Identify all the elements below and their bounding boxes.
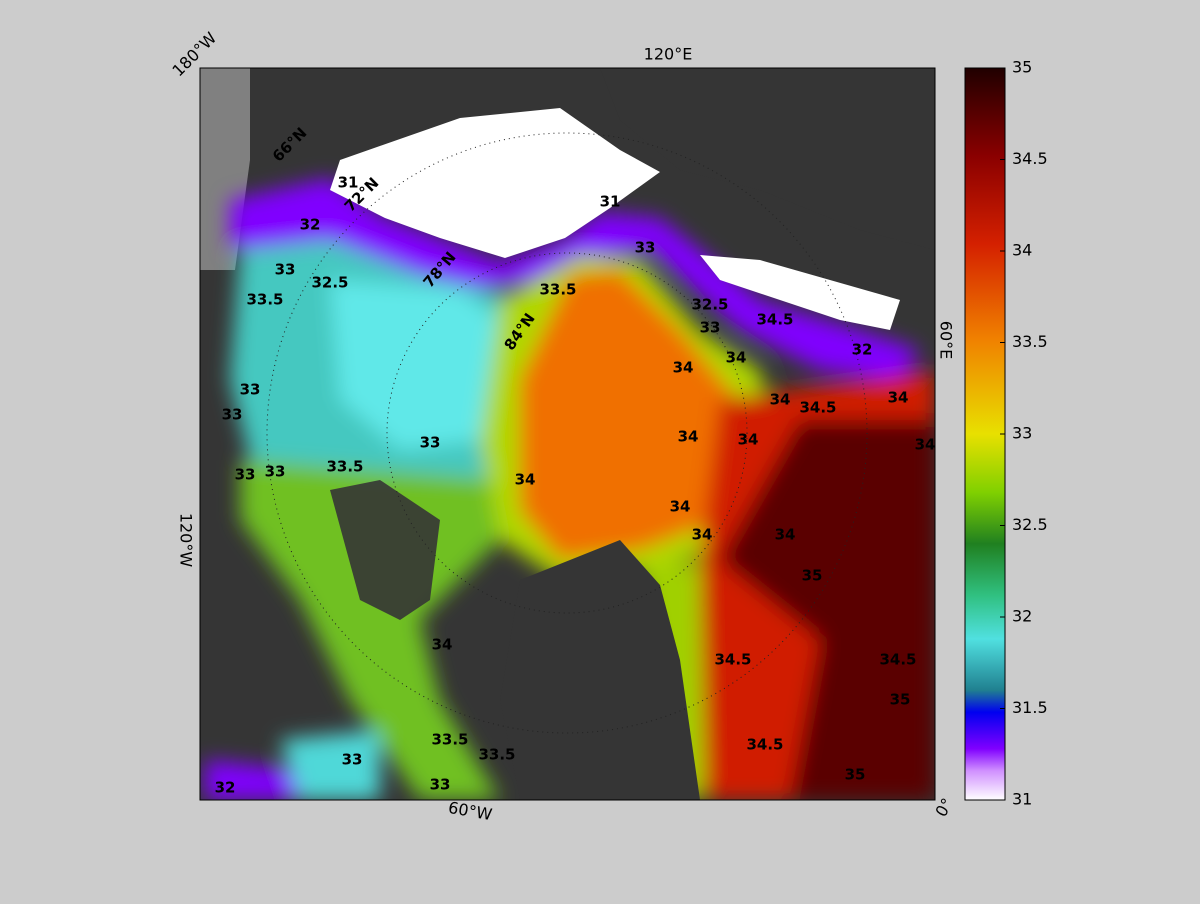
contour-label: 34 — [726, 349, 747, 367]
colorbar-tick-label: 31 — [1012, 790, 1032, 809]
contour-label: 34 — [515, 471, 536, 489]
contour-label: 34.5 — [746, 736, 783, 754]
map-frame — [199, 67, 936, 801]
contour-label: 34 — [673, 359, 694, 377]
contour-label: 34 — [775, 526, 796, 544]
longitude-label: 120°W — [177, 513, 196, 568]
contour-label: 33 — [275, 261, 296, 279]
contour-label: 35 — [802, 567, 823, 585]
colorbar-tick-label: 32.5 — [1012, 515, 1048, 534]
contour-label: 35 — [845, 766, 866, 784]
colorbar-tick-label: 33 — [1012, 424, 1032, 443]
contour-label: 34 — [738, 431, 759, 449]
contour-label: 33 — [420, 434, 441, 452]
contour-label: 34 — [678, 428, 699, 446]
contour-label: 33 — [700, 319, 721, 337]
contour-label: 34.5 — [879, 651, 916, 669]
contour-label: 32.5 — [311, 274, 348, 292]
contour-label: 34 — [888, 389, 909, 407]
contour-label: 33.5 — [539, 281, 576, 299]
contour-label: 35 — [890, 691, 911, 709]
contour-label: 33 — [635, 239, 656, 257]
contour-label: 33.5 — [246, 291, 283, 309]
contour-label: 32 — [300, 216, 321, 234]
contour-label: 33.5 — [478, 746, 515, 764]
contour-label: 33 — [235, 466, 256, 484]
contour-label: 34 — [432, 636, 453, 654]
contour-label: 34 — [915, 436, 936, 454]
contour-label: 34 — [770, 391, 791, 409]
map-field — [200, 68, 935, 800]
contour-label: 33 — [342, 751, 363, 769]
colorbar-tick-label: 34.5 — [1012, 149, 1048, 168]
colorbar-tick-label: 31.5 — [1012, 698, 1048, 717]
contour-label: 33.5 — [326, 458, 363, 476]
contour-label: 34 — [692, 526, 713, 544]
contour-label: 33 — [430, 776, 451, 794]
contour-label: 32.5 — [691, 296, 728, 314]
contour-label: 33.5 — [431, 731, 468, 749]
contour-label: 33 — [222, 406, 243, 424]
colorbar-tick-label: 33.5 — [1012, 332, 1048, 351]
longitude-label: 120°E — [644, 45, 693, 64]
colorbar-tick-label: 35 — [1012, 58, 1032, 77]
contour-label: 32 — [215, 779, 236, 797]
contour-label: 33 — [265, 463, 286, 481]
longitude-label: 60°E — [937, 321, 956, 359]
longitude-label: 60°W — [447, 798, 494, 824]
contour-label: 34.5 — [756, 311, 793, 329]
contour-label: 32 — [852, 341, 873, 359]
contour-label: 33 — [240, 381, 261, 399]
contour-label: 31 — [338, 174, 359, 192]
contour-label: 34 — [670, 498, 691, 516]
colorbar-tick-label: 34 — [1012, 241, 1032, 260]
contour-label: 34.5 — [799, 399, 836, 417]
contour-label: 34.5 — [714, 651, 751, 669]
colorbar-tick-label: 32 — [1012, 607, 1032, 626]
colorbar — [964, 67, 1006, 801]
contour-label: 31 — [600, 193, 621, 211]
